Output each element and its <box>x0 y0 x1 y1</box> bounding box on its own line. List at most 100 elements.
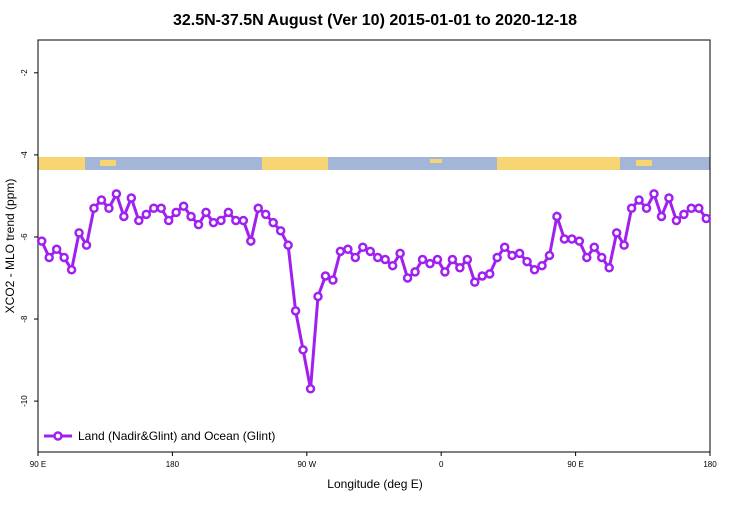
x-tick-label: 0 <box>439 460 444 469</box>
data-point <box>462 254 473 265</box>
data-point <box>484 269 495 279</box>
data-point <box>582 252 592 263</box>
data-point <box>395 248 405 259</box>
data-point <box>387 260 398 271</box>
data-point <box>148 203 159 213</box>
data-point <box>320 271 331 281</box>
data-point <box>59 252 69 263</box>
plot-frame <box>37 39 711 453</box>
data-point <box>544 250 555 261</box>
x-tick-label: 180 <box>703 460 717 469</box>
data-point <box>440 267 450 277</box>
data-point <box>126 193 137 203</box>
data-point <box>365 246 376 257</box>
land-band <box>38 157 85 170</box>
data-point <box>268 217 278 228</box>
data-point <box>477 271 488 281</box>
data-point <box>163 215 174 226</box>
data-point <box>343 244 353 255</box>
data-point <box>679 209 689 220</box>
data-point <box>141 209 152 220</box>
data-point <box>358 242 368 252</box>
data-point <box>186 211 196 222</box>
data-point <box>619 240 629 250</box>
data-point <box>559 234 570 244</box>
data-point <box>686 203 697 213</box>
data-point <box>499 242 510 252</box>
data-point <box>634 195 644 205</box>
data-point <box>193 219 204 230</box>
data-point <box>119 211 129 222</box>
data-point <box>305 384 316 394</box>
data-point <box>701 213 712 224</box>
land-band <box>497 157 620 170</box>
chart-title: 32.5N-37.5N August (Ver 10) 2015-01-01 t… <box>173 12 577 29</box>
data-point <box>81 240 92 250</box>
data-point <box>380 254 390 265</box>
data-point <box>402 273 413 283</box>
data-point <box>656 211 667 222</box>
data-point <box>537 260 547 271</box>
y-tick-label: -4 <box>20 151 29 159</box>
data-point <box>171 207 181 218</box>
data-point <box>208 217 219 228</box>
data-point <box>74 228 84 238</box>
data-point <box>589 242 600 252</box>
data-point <box>455 262 465 273</box>
data-point <box>178 201 189 211</box>
data-point <box>574 236 585 246</box>
data-point <box>298 345 308 355</box>
data-point <box>410 267 420 277</box>
data-point <box>283 240 293 250</box>
land-band <box>100 160 116 166</box>
legend: Land (Nadir&Glint) and Ocean (Glint) <box>44 429 275 443</box>
land-band <box>262 157 328 170</box>
x-tick-label: 90 W <box>297 460 316 469</box>
data-point <box>611 228 622 238</box>
data-point <box>51 244 62 255</box>
data-point <box>275 226 286 236</box>
data-point <box>649 189 659 199</box>
data-point <box>604 262 614 273</box>
data-point <box>664 193 674 203</box>
legend-label: Land (Nadir&Glint) and Ocean (Glint) <box>78 429 275 443</box>
data-point <box>223 207 234 218</box>
data-point <box>231 215 241 226</box>
data-point <box>447 254 458 265</box>
data-point <box>44 252 54 263</box>
data-point <box>246 236 256 246</box>
data-point <box>522 256 532 267</box>
data-point <box>66 265 77 275</box>
data-point <box>567 234 577 244</box>
data-point <box>671 215 682 226</box>
data-point <box>216 215 226 226</box>
data-point <box>417 254 428 265</box>
data-point <box>134 215 144 226</box>
land-band <box>430 159 442 163</box>
land-ocean-strip <box>38 157 710 170</box>
data-point <box>641 203 652 213</box>
x-tick-label: 90 E <box>30 460 46 469</box>
data-point <box>96 195 107 205</box>
data-point <box>238 215 249 226</box>
data-point <box>552 211 562 222</box>
data-point <box>253 203 264 213</box>
y-axis-label: XCO2 - MLO trend (ppm) <box>3 179 17 314</box>
data-point <box>328 275 338 285</box>
y-tick-label: -10 <box>20 395 29 407</box>
data-point <box>111 189 122 199</box>
data-point <box>432 254 443 265</box>
data-point <box>470 277 480 287</box>
data-point <box>626 203 637 213</box>
data-point <box>290 306 301 316</box>
data-point <box>492 252 502 263</box>
data-point <box>529 265 540 275</box>
data-point <box>335 246 346 257</box>
data-point <box>596 252 607 263</box>
data-point <box>313 291 323 302</box>
data-point <box>694 203 704 213</box>
data-point <box>36 236 47 246</box>
x-tick-label: 180 <box>166 460 180 469</box>
data-point <box>372 252 383 263</box>
land-band <box>636 160 652 166</box>
